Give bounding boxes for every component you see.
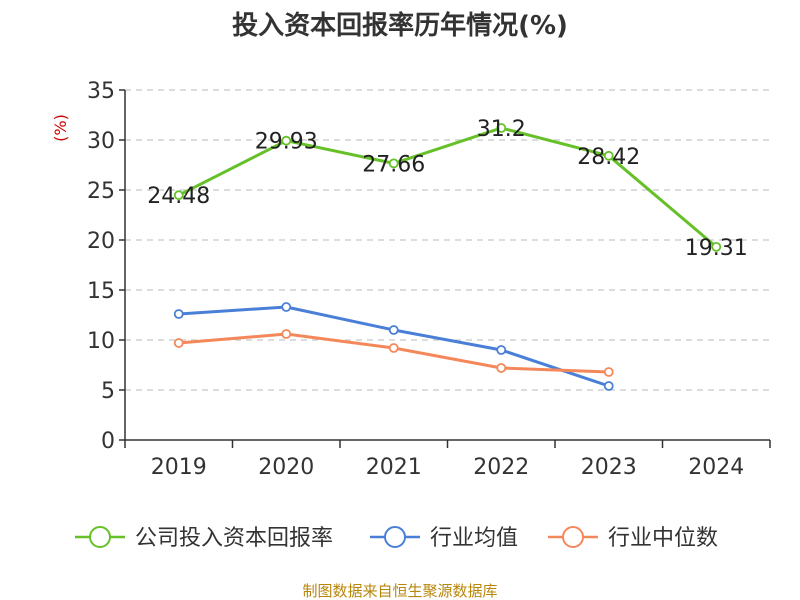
x-tick-label: 2021 [366, 455, 422, 480]
legend-item: 公司投入资本回报率 [75, 526, 333, 551]
data-point [173, 309, 184, 319]
data-label: 28.42 [577, 145, 640, 170]
data-label: 24.48 [147, 184, 210, 209]
legend-label: 行业中位数 [608, 526, 718, 551]
data-point [281, 302, 292, 312]
data-label: 31.2 [477, 117, 526, 142]
x-tick-label: 2020 [258, 455, 314, 480]
data-label: 19.31 [685, 236, 748, 261]
data-point [711, 241, 722, 252]
data-point [173, 190, 184, 201]
y-tick-label: 5 [101, 379, 115, 404]
series-group [173, 123, 722, 391]
data-point [281, 135, 292, 146]
y-tick-label: 30 [87, 129, 115, 154]
x-tick-label: 2022 [473, 455, 529, 480]
legend-swatch-marker [89, 526, 111, 548]
legend-item: 行业均值 [370, 526, 518, 551]
chart-title: 投入资本回报率历年情况(%) [232, 10, 568, 41]
data-point [496, 363, 507, 373]
data-point [603, 150, 614, 161]
x-tick-label: 2024 [688, 455, 744, 480]
data-point [173, 338, 184, 348]
data-label: 29.93 [255, 130, 318, 155]
data-label: 27.66 [362, 152, 425, 177]
series-line [177, 126, 718, 249]
legend: 公司投入资本回报率 行业均值 行业中位数 [75, 526, 718, 551]
data-point [388, 158, 399, 169]
y-axis-label: (%) [51, 114, 70, 142]
source-note: 制图数据来自恒生聚源数据库 [302, 582, 497, 600]
data-point [281, 329, 292, 339]
legend-swatch-marker [384, 526, 406, 548]
data-labels: 24.48 29.93 27.66 31.2 28.42 19.31 [147, 117, 747, 261]
data-point [496, 123, 507, 133]
y-tick-label: 25 [87, 179, 115, 204]
y-tick-label: 20 [87, 229, 115, 254]
x-tick-label: 2023 [581, 455, 637, 480]
legend-item: 行业中位数 [548, 526, 718, 551]
legend-label: 公司投入资本回报率 [135, 526, 333, 551]
legend-swatch-marker [562, 526, 584, 548]
grid [125, 89, 770, 391]
y-tick-label: 35 [87, 79, 115, 104]
axis-ticks: 0 5 10 15 20 25 30 35 2019 2020 2021 2022 2023 2024 [87, 79, 771, 480]
y-tick-label: 0 [101, 429, 115, 454]
data-point [496, 345, 507, 355]
data-point [603, 381, 614, 391]
x-tick-label: 2019 [151, 455, 207, 480]
y-tick-label: 10 [87, 329, 115, 354]
legend-label: 行业均值 [430, 526, 518, 551]
data-point [603, 367, 614, 377]
data-point [388, 343, 399, 353]
axes [124, 90, 770, 441]
y-tick-label: 15 [87, 279, 115, 304]
data-point [388, 325, 399, 335]
